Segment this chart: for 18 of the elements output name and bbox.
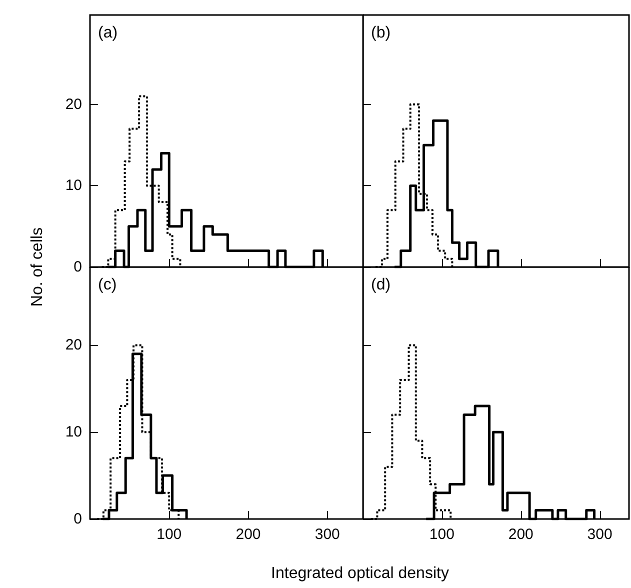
y-tick-label: 10 [65, 177, 82, 194]
y-tick-label: 0 [74, 510, 82, 528]
x-tick-label: 100 [429, 526, 454, 543]
annotation: (c) [98, 276, 117, 294]
y-tick-label: 20 [65, 96, 82, 113]
x-axis-title: Integrated optical density [271, 565, 449, 583]
y-tick-label: 0 [74, 258, 82, 276]
annotation: (b) [371, 24, 391, 42]
x-tick-label: 100 [156, 526, 182, 543]
y-axis-title: No. of cells [29, 227, 47, 307]
annotation: (d) [371, 276, 391, 294]
x-tick-label: 300 [587, 526, 612, 543]
y-tick-label: 10 [65, 424, 82, 441]
y-tick-label: 20 [65, 336, 82, 354]
annotation: (a) [98, 24, 118, 42]
x-tick-label: 300 [314, 526, 340, 543]
x-tick-label: 200 [236, 526, 261, 543]
x-tick-label: 200 [508, 526, 534, 543]
